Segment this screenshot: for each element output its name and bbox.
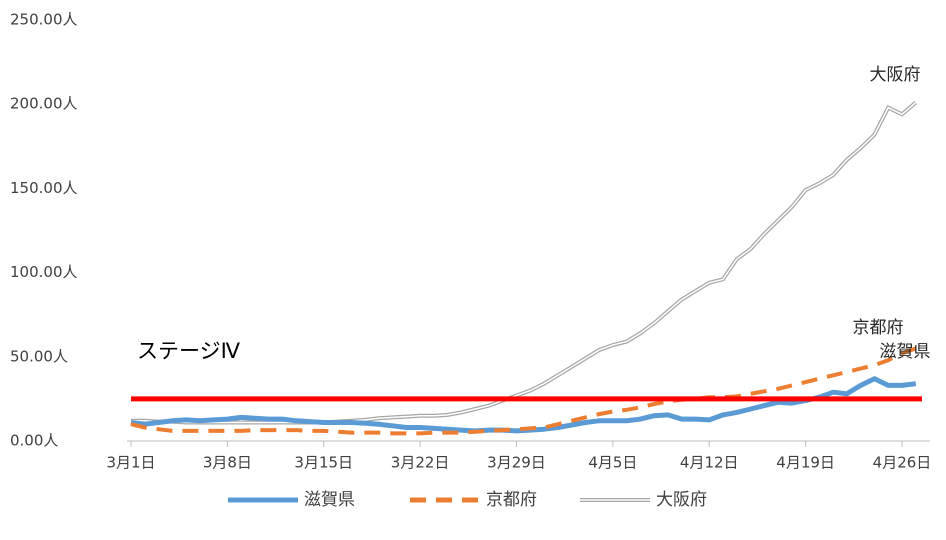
legend-label: 大阪府 (656, 490, 707, 510)
end-label: 京都府 (853, 318, 904, 338)
y-tick-label: 0.00人 (10, 432, 58, 450)
x-tick-label: 4月26日 (873, 454, 932, 472)
legend-label: 滋賀県 (304, 490, 355, 510)
x-tick-label: 3月22日 (391, 454, 450, 472)
end-label: 滋賀県 (880, 342, 931, 362)
y-tick-label: 50.00人 (10, 347, 68, 365)
series-line-inner (131, 101, 917, 424)
threshold-label: ステージⅣ (137, 339, 241, 363)
x-tick-label: 4月19日 (776, 454, 835, 472)
y-tick-label: 100.00人 (10, 263, 78, 281)
x-tick-label: 3月29日 (487, 454, 546, 472)
y-tick-label: 250.00人 (10, 11, 78, 29)
series-line (130, 346, 917, 436)
y-tick-label: 150.00人 (10, 179, 78, 197)
x-tick-label: 3月15日 (294, 454, 353, 472)
end-label: 大阪府 (870, 65, 921, 85)
series-line-outer (131, 100, 918, 425)
x-tick-label: 4月5日 (588, 454, 637, 472)
x-tick-label: 4月12日 (680, 454, 739, 472)
legend-label: 京都府 (486, 490, 537, 510)
x-tick-label: 3月8日 (203, 454, 252, 472)
y-tick-label: 200.00人 (10, 95, 78, 113)
x-tick-label: 3月1日 (106, 454, 155, 472)
